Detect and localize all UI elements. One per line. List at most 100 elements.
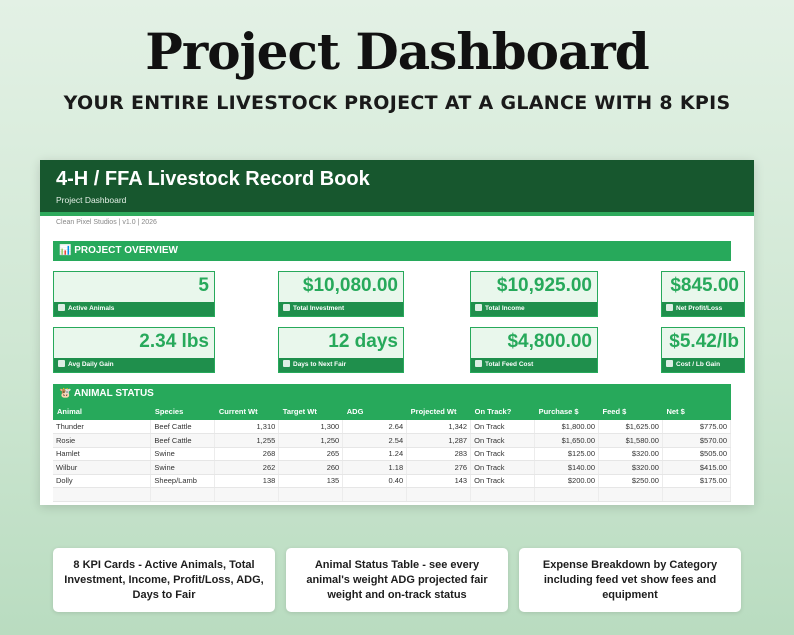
kpi-total-feed-cost[interactable]: $4,800.00 Total Feed Cost [470, 327, 598, 373]
table-cell[interactable]: $175.00 [662, 474, 732, 488]
col-header[interactable]: Species [150, 403, 215, 420]
table-cell[interactable]: $1,625.00 [598, 420, 663, 434]
kpi-label: Net Profit/Loss [662, 302, 744, 316]
col-header[interactable]: Target Wt [278, 403, 343, 420]
table-cell[interactable]: On Track [470, 447, 536, 461]
table-cell[interactable]: $505.00 [662, 447, 732, 461]
col-header[interactable]: ADG [342, 403, 407, 420]
col-header[interactable]: Projected Wt [406, 403, 471, 420]
col-header[interactable]: Feed $ [598, 403, 663, 420]
table-cell[interactable]: $775.00 [662, 420, 732, 434]
kpi-total-income[interactable]: $10,925.00 Total Income [470, 271, 598, 317]
table-cell[interactable]: $1,580.00 [598, 433, 663, 448]
sheet-subtitle: Project Dashboard [56, 195, 127, 205]
table-row[interactable]: Rosie Beef Cattle 1,255 1,250 2.54 1,287 On Tr… [53, 433, 732, 448]
kpi-net-profit[interactable]: $845.00 Net Profit/Loss [661, 271, 745, 317]
table-cell[interactable]: Swine [150, 447, 216, 461]
table-cell[interactable]: Beef Cattle [150, 433, 216, 448]
table-cell[interactable]: 1.24 [342, 447, 408, 461]
coin-icon [475, 304, 482, 311]
table-cell[interactable]: $320.00 [598, 447, 663, 461]
kpi-value: 5 [198, 275, 209, 296]
money-icon [283, 304, 290, 311]
table-cell[interactable] [214, 487, 280, 502]
kpi-value: $5.42/lb [669, 331, 739, 352]
table-cell[interactable]: 1.18 [342, 460, 408, 475]
kpi-active-animals[interactable]: 5 Active Animals [53, 271, 215, 317]
table-cell[interactable]: 135 [278, 474, 344, 488]
table-cell[interactable]: On Track [470, 433, 536, 448]
col-header[interactable]: Current Wt [214, 403, 279, 420]
table-cell[interactable]: 1,310 [214, 420, 280, 434]
table-header-row: Animal Species Current Wt Target Wt ADG … [53, 403, 731, 420]
table-row[interactable]: Thunder Beef Cattle 1,310 1,300 2.64 1,342 On … [53, 420, 732, 434]
table-cell[interactable]: 2.54 [342, 433, 408, 448]
col-header[interactable]: Net $ [662, 403, 731, 420]
col-header[interactable]: On Track? [470, 403, 535, 420]
table-row[interactable]: Wilbur Swine 262 260 1.18 276 On Track $140.00 $… [53, 460, 732, 475]
table-cell[interactable] [53, 487, 152, 502]
table-cell[interactable]: On Track [470, 460, 536, 475]
kpi-label-text: Total Investment [293, 305, 345, 312]
table-cell[interactable]: $250.00 [598, 474, 663, 488]
table-cell[interactable] [406, 487, 472, 502]
table-cell[interactable]: Wilbur [53, 460, 152, 475]
table-cell[interactable] [278, 487, 344, 502]
table-cell[interactable] [662, 487, 732, 502]
table-cell[interactable] [342, 487, 408, 502]
table-cell[interactable] [470, 487, 536, 502]
kpi-cost-per-lb[interactable]: $5.42/lb Cost / Lb Gain [661, 327, 745, 373]
page-subtitle: YOUR ENTIRE LIVESTOCK PROJECT AT A GLANC… [63, 92, 731, 114]
table-row[interactable]: Hamlet Swine 268 265 1.24 283 On Track $125.00 $… [53, 447, 732, 461]
table-cell[interactable]: $415.00 [662, 460, 732, 475]
col-header[interactable]: Purchase $ [534, 403, 599, 420]
table-cell[interactable] [534, 487, 600, 502]
kpi-days-to-fair[interactable]: 12 days Days to Next Fair [278, 327, 404, 373]
table-cell[interactable]: 0.40 [342, 474, 408, 488]
table-cell[interactable]: Rosie [53, 433, 152, 448]
table-cell[interactable]: 276 [406, 460, 472, 475]
table-cell[interactable]: 265 [278, 447, 344, 461]
table-cell[interactable]: Thunder [53, 420, 152, 434]
table-cell[interactable]: 268 [214, 447, 280, 461]
kpi-label: Active Animals [54, 302, 214, 316]
table-row[interactable]: Dolly Sheep/Lamb 138 135 0.40 143 On Track $200… [53, 474, 732, 488]
table-cell[interactable]: Hamlet [53, 447, 152, 461]
table-cell[interactable]: 138 [214, 474, 280, 488]
table-cell[interactable]: On Track [470, 474, 536, 488]
table-cell[interactable]: $200.00 [534, 474, 600, 488]
table-cell[interactable]: 1,287 [406, 433, 472, 448]
table-cell[interactable] [598, 487, 663, 502]
kpi-total-investment[interactable]: $10,080.00 Total Investment [278, 271, 404, 317]
table-cell[interactable]: 262 [214, 460, 280, 475]
table-cell[interactable]: 2.64 [342, 420, 408, 434]
kpi-label-text: Days to Next Fair [293, 361, 347, 368]
table-cell[interactable]: On Track [470, 420, 536, 434]
table-cell[interactable]: 1,250 [278, 433, 344, 448]
table-cell[interactable]: 283 [406, 447, 472, 461]
table-cell[interactable]: Swine [150, 460, 216, 475]
kpi-label: Cost / Lb Gain [662, 358, 744, 372]
table-cell[interactable]: $125.00 [534, 447, 600, 461]
table-cell[interactable]: $320.00 [598, 460, 663, 475]
table-cell[interactable] [150, 487, 216, 502]
kpi-avg-daily-gain[interactable]: 2.34 lbs Avg Daily Gain [53, 327, 215, 373]
kpi-value: $4,800.00 [507, 331, 592, 352]
table-cell[interactable]: $1,800.00 [534, 420, 600, 434]
col-header[interactable]: Animal [53, 403, 151, 420]
table-cell[interactable]: 143 [406, 474, 472, 488]
cow-icon [58, 304, 65, 311]
table-cell[interactable]: Dolly [53, 474, 152, 488]
kpi-value: $10,925.00 [496, 275, 592, 296]
table-row[interactable] [53, 487, 732, 502]
table-cell[interactable]: $1,650.00 [534, 433, 600, 448]
table-cell[interactable]: Sheep/Lamb [150, 474, 216, 488]
table-cell[interactable]: $570.00 [662, 433, 732, 448]
table-cell[interactable]: 1,255 [214, 433, 280, 448]
kpi-label-text: Total Feed Cost [485, 361, 534, 368]
table-cell[interactable]: $140.00 [534, 460, 600, 475]
table-cell[interactable]: Beef Cattle [150, 420, 216, 434]
table-cell[interactable]: 260 [278, 460, 344, 475]
table-cell[interactable]: 1,342 [406, 420, 472, 434]
table-cell[interactable]: 1,300 [278, 420, 344, 434]
